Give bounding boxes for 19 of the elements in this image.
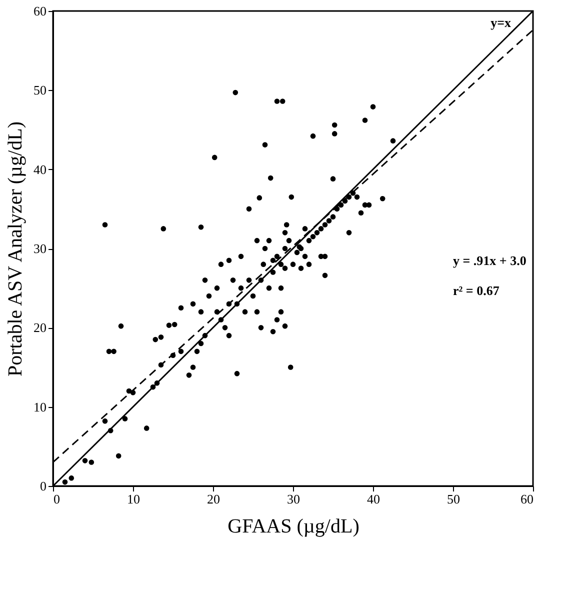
x-tick-label: 40 xyxy=(367,492,380,506)
x-tick-label: 0 xyxy=(54,492,60,506)
y-tick-label: 60 xyxy=(34,4,46,18)
x-tick-label: 50 xyxy=(447,492,460,506)
x-tick-label: 10 xyxy=(127,492,140,506)
y-tick-label: 20 xyxy=(34,320,46,336)
x-tick-label: 60 xyxy=(520,492,534,506)
x-axis-title: GFAAS (µg/dL) xyxy=(228,516,360,538)
y-tick-label: 30 xyxy=(34,241,46,256)
y-axis-title: Portable ASV Analyzer (µg/dL) xyxy=(4,122,26,376)
annotation: r² = 0.67 xyxy=(453,283,500,298)
y-tick-label: 0 xyxy=(40,478,46,494)
y-tick-label: 40 xyxy=(34,162,46,177)
x-tick-label: 30 xyxy=(287,492,300,506)
y-tick-label: 10 xyxy=(34,399,46,414)
x-tick-label: 20 xyxy=(207,492,220,506)
y-tick-label: 50 xyxy=(34,82,46,98)
annotation: y = .91x + 3.0 xyxy=(453,253,526,268)
annotation: y=x xyxy=(490,15,512,30)
